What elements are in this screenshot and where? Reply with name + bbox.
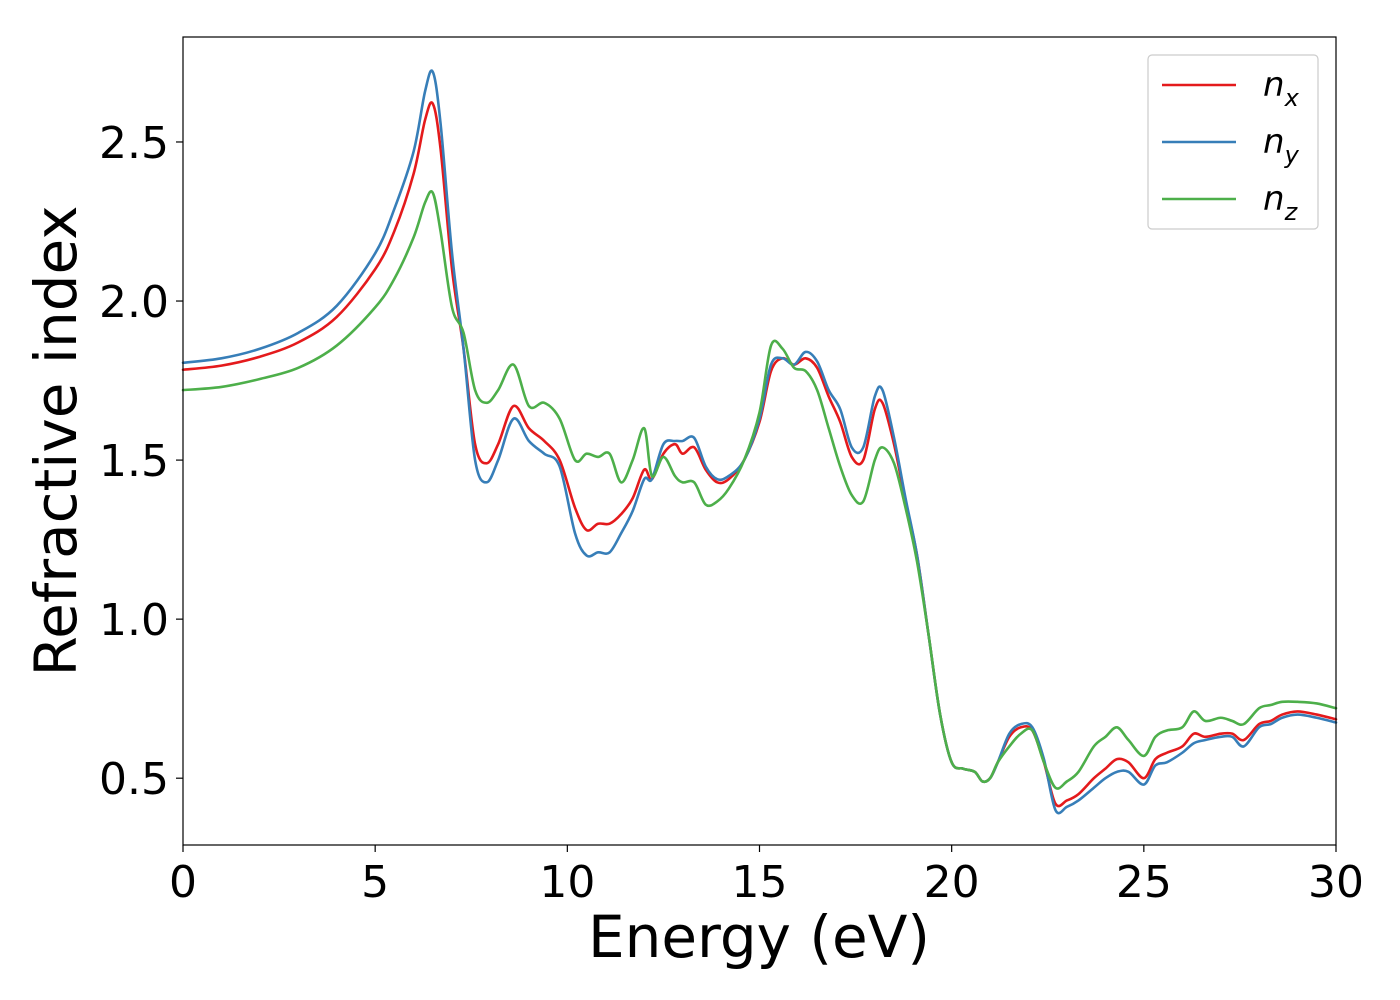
legend-items: nx ny nz: [1162, 65, 1300, 226]
y-axis-label: Refractive index: [22, 205, 90, 676]
x-axis: 0 5 10 15 20 25 30: [169, 845, 1364, 908]
x-axis-label: Energy (eV): [588, 903, 930, 971]
y-tick-label: 0.5: [99, 754, 169, 805]
y-tick-label: 2.0: [99, 277, 169, 328]
x-tick-label: 30: [1308, 857, 1364, 908]
series-layer: [181, 69, 1338, 815]
x-tick-label: 20: [924, 857, 980, 908]
x-tick-label: 15: [732, 857, 788, 908]
x-tick-label: 25: [1116, 857, 1172, 908]
legend-label-y: ny: [1263, 122, 1300, 169]
series-line-z: [181, 190, 1338, 790]
y-axis: 0.5 1.0 1.5 2.0 2.5: [99, 118, 183, 805]
legend-label-x: nx: [1263, 65, 1300, 112]
x-tick-label: 10: [539, 857, 595, 908]
series-line-x: [181, 101, 1338, 808]
x-tick-label: 0: [169, 857, 197, 908]
legend-label-z: nz: [1263, 179, 1299, 226]
y-tick-label: 2.5: [99, 118, 169, 169]
legend: nx ny nz: [1147, 54, 1319, 230]
y-tick-label: 1.0: [99, 595, 169, 646]
x-tick-label: 5: [361, 857, 389, 908]
series-line-y: [181, 69, 1338, 815]
y-tick-label: 1.5: [99, 436, 169, 487]
